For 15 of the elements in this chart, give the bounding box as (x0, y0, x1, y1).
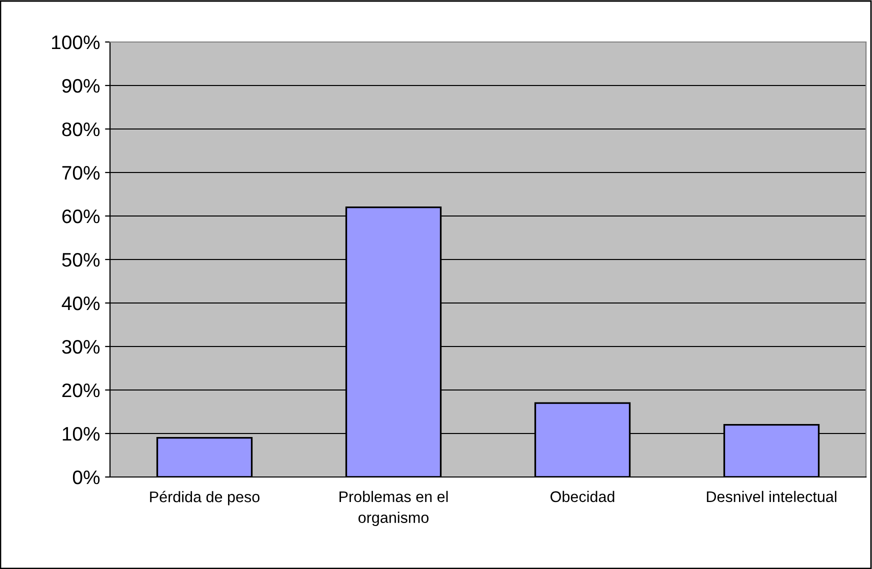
y-tick-label: 20% (62, 383, 100, 398)
y-tick-label: 30% (62, 340, 100, 354)
x-tick-label: Problemas en el organismo (340, 490, 448, 526)
x-tick-label: Desnivel intelectual (706, 490, 836, 502)
y-tick-label: 40% (62, 296, 100, 310)
y-tick-label: 50% (62, 252, 100, 267)
x-tick-label: Pérdida de peso (150, 490, 260, 506)
y-tick-label: 80% (62, 122, 100, 136)
x-tick-label: Obecidad (550, 490, 614, 502)
y-tick-label: 10% (62, 426, 100, 441)
y-tick-label: 0% (72, 470, 100, 484)
y-tick-label: 70% (62, 166, 100, 180)
y-tick-label: 90% (62, 78, 100, 93)
y-tick-label: 100% (52, 35, 100, 50)
y-tick-label: 60% (62, 209, 100, 224)
